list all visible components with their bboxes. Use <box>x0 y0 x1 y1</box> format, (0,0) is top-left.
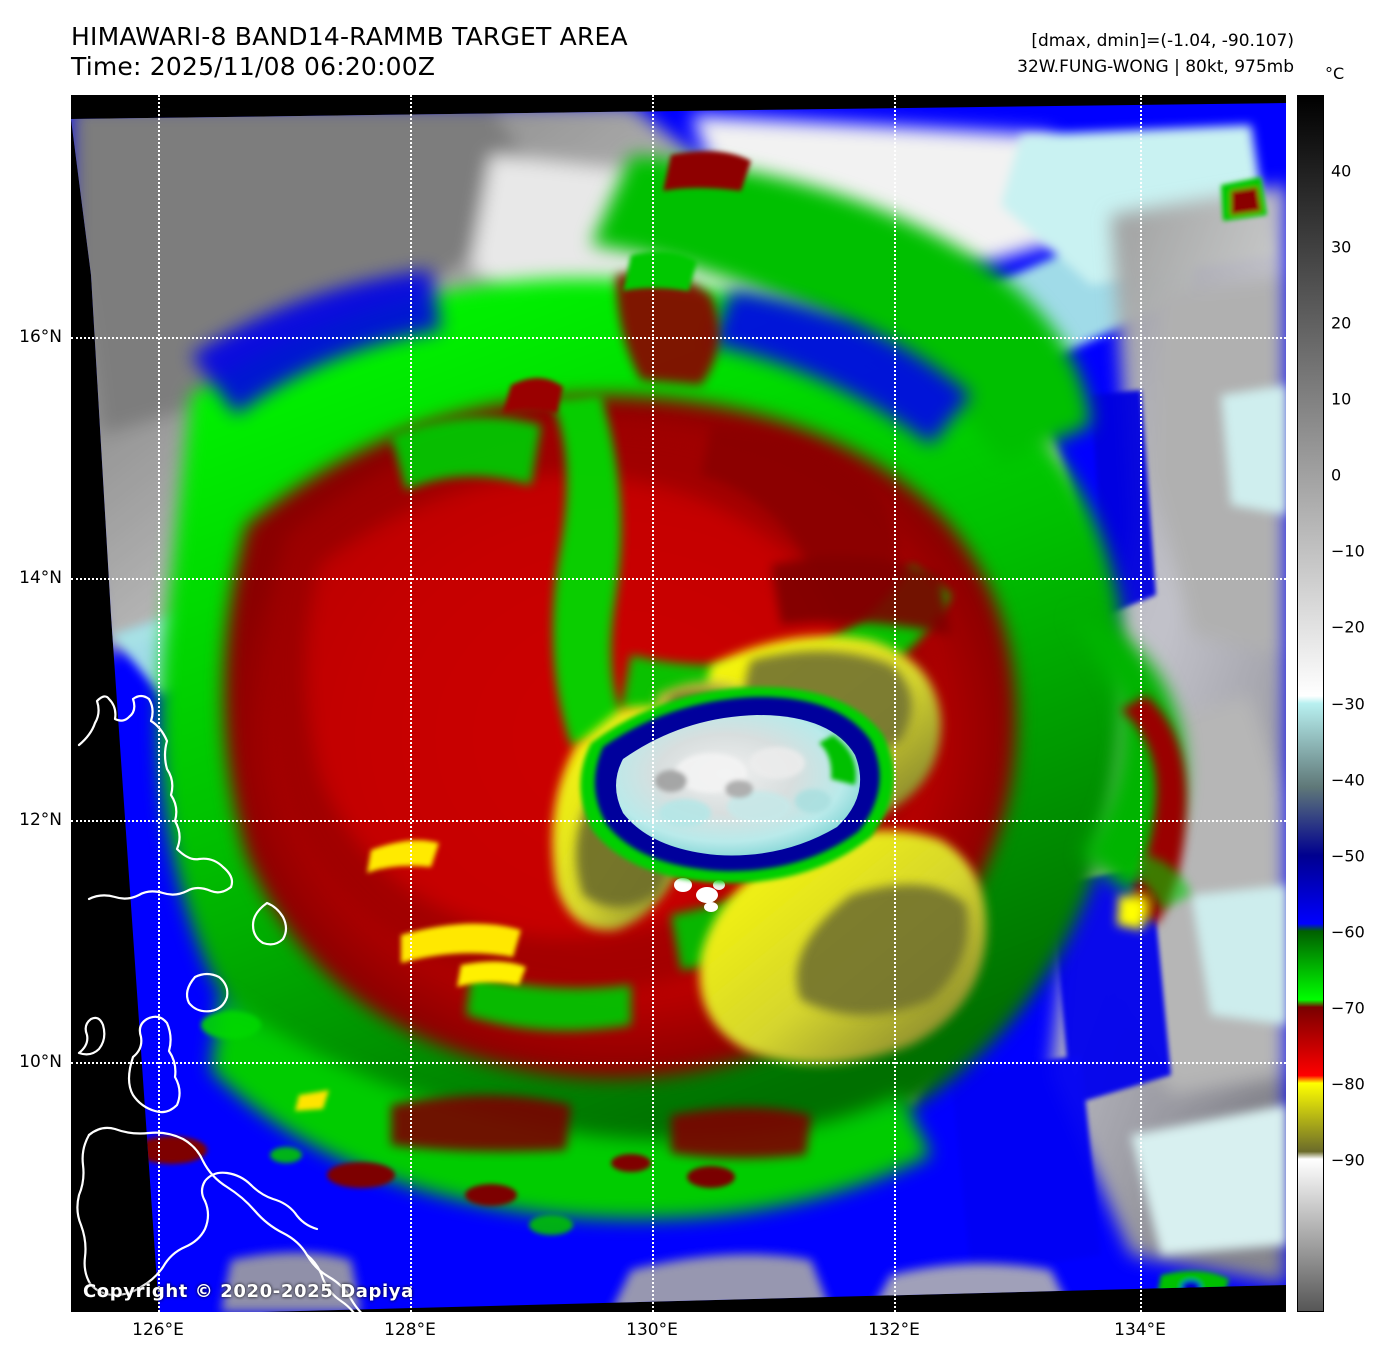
xtick-label: 130°E <box>626 1320 678 1340</box>
colorbar-tick-label: −90 <box>1331 1150 1365 1170</box>
xtick-label: 134°E <box>1114 1320 1166 1340</box>
colorbar-unit-label: °C <box>1325 64 1345 83</box>
colorbar-tick-label: −80 <box>1331 1074 1365 1094</box>
ytick-label: 14°N <box>19 568 62 588</box>
storm-info-label: 32W.FUNG-WONG | 80kt, 975mb <box>1017 57 1294 77</box>
colorbar-tick-label: −60 <box>1331 922 1365 942</box>
xtick-label: 128°E <box>384 1320 436 1340</box>
dmax-dmin-label: [dmax, dmin]=(-1.04, -90.107) <box>1031 31 1294 51</box>
colorbar-tick-label: −50 <box>1331 846 1365 866</box>
colorbar: 40 30 20 10 0 −10 −20 −30 −40 −50 −60 −70 −80 −90 <box>1297 95 1365 1312</box>
colorbar-tick-label: −10 <box>1331 541 1365 561</box>
copyright-notice: Copyright © 2020-2025 Dapiya <box>83 1281 414 1302</box>
ytick-label: 16°N <box>19 327 62 347</box>
colorbar-tick-label: 0 <box>1331 465 1342 485</box>
xtick-label: 126°E <box>132 1320 184 1340</box>
colorbar-tick-label: −20 <box>1331 617 1365 637</box>
ytick-label: 12°N <box>19 810 62 830</box>
timestamp-label: Time: 2025/11/08 06:20:00Z <box>71 52 436 81</box>
ytick-label: 10°N <box>19 1052 62 1072</box>
colorbar-tick-label: −40 <box>1331 770 1365 790</box>
colorbar-tick-label: 20 <box>1331 313 1352 333</box>
colorbar-tick-label: −70 <box>1331 998 1365 1018</box>
colorbar-tick-label: −30 <box>1331 694 1365 713</box>
infrared-satellite-imagery <box>71 95 1286 1312</box>
page-title: HIMAWARI-8 BAND14-RAMMB TARGET AREA <box>71 22 628 51</box>
satellite-image-plot: Copyright © 2020-2025 Dapiya <box>71 95 1286 1312</box>
colorbar-gradient <box>1297 95 1324 1312</box>
colorbar-tick-label: 40 <box>1331 161 1352 181</box>
colorbar-tick-label: 30 <box>1331 237 1352 257</box>
xtick-label: 132°E <box>868 1320 920 1340</box>
colorbar-tick-label: 10 <box>1331 389 1352 409</box>
coastline-overlay <box>76 694 363 1312</box>
